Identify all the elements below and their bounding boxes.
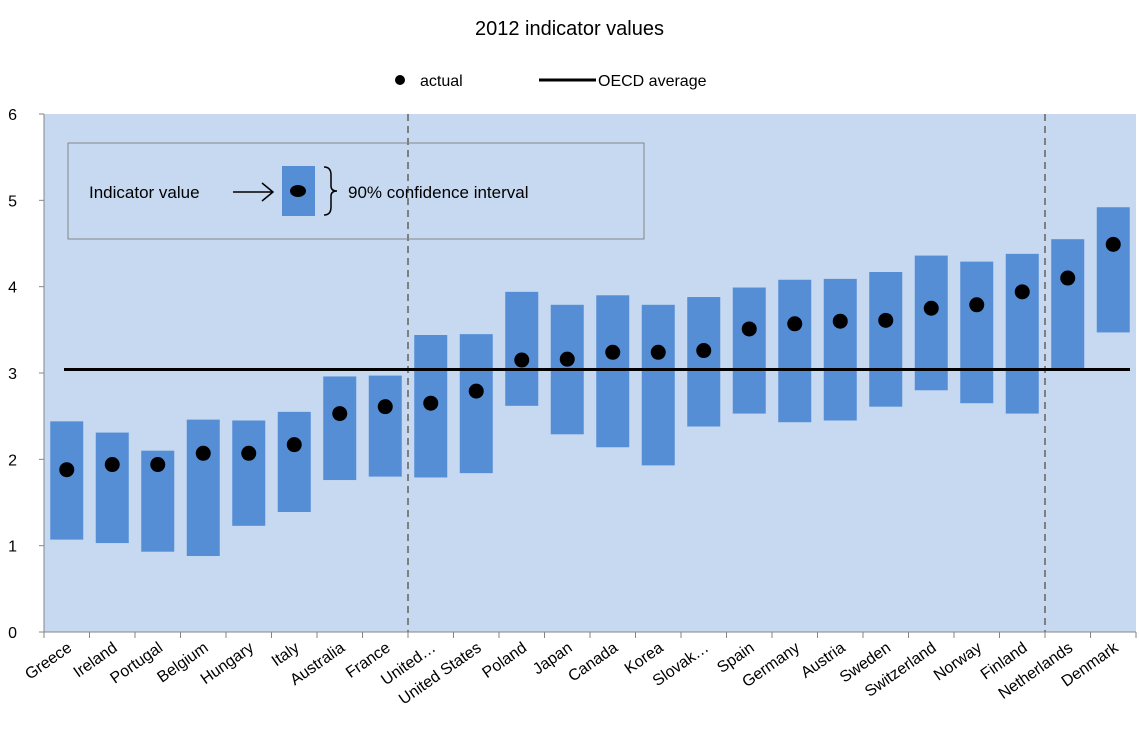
actual-marker (104, 457, 120, 473)
x-tick-label: Portugal (107, 639, 166, 687)
actual-marker (332, 406, 348, 422)
actual-marker (741, 321, 757, 337)
actual-marker (923, 300, 939, 316)
interval-bar (687, 297, 721, 427)
x-tick-label: Italy (269, 639, 303, 670)
interval-bar (732, 287, 766, 414)
actual-marker (195, 445, 211, 461)
actual-marker (241, 445, 257, 461)
actual-marker (969, 297, 985, 313)
group-dividers (407, 114, 1046, 632)
x-tick-label: Norway (931, 639, 985, 684)
interval-bar (641, 304, 675, 466)
actual-marker (286, 437, 302, 453)
y-tick-label: 5 (8, 193, 17, 210)
explainer-box (67, 142, 645, 240)
actual-marker (878, 312, 894, 328)
x-tick-label: Canada (565, 639, 621, 685)
y-tick-label: 3 (8, 366, 17, 383)
interval-bar (960, 261, 994, 404)
actual-marker (59, 462, 75, 478)
actual-marker (423, 395, 439, 411)
interval-bar (459, 334, 493, 474)
actual-marker (650, 344, 666, 360)
legend-average-label: OECD average (598, 73, 707, 90)
actual-marker (1060, 270, 1076, 286)
legend-actual-label: actual (420, 73, 463, 90)
explainer-marker (290, 185, 306, 197)
x-tick-label: Greece (22, 639, 75, 683)
x-tick-label: Poland (479, 639, 530, 682)
interval-bar (232, 420, 266, 526)
chart-title: 2012 indicator values (474, 18, 664, 40)
y-tick-label: 0 (8, 625, 17, 642)
actual-marker (832, 313, 848, 329)
interval-bar (368, 375, 402, 477)
interval-bar (1096, 207, 1130, 333)
interval-bars (50, 207, 1130, 557)
interval-bar (505, 291, 539, 406)
actual-markers (59, 236, 1121, 478)
interval-bar (823, 278, 857, 421)
interval-bar (50, 421, 84, 540)
interval-explainer: Indicator value 90% confidence interval (67, 142, 645, 240)
interval-bar (323, 376, 357, 481)
actual-marker (514, 352, 530, 368)
interval-bar (95, 432, 129, 544)
actual-marker (468, 383, 484, 399)
actual-marker (377, 399, 393, 415)
actual-marker (787, 316, 803, 332)
arrow-right-icon (233, 182, 275, 202)
y-tick-label: 2 (8, 452, 17, 469)
interval-bar (778, 279, 812, 423)
actual-marker (150, 457, 166, 473)
interval-bar (869, 271, 903, 407)
plot-area (44, 114, 1136, 632)
interval-bar (277, 411, 311, 512)
y-tick-label: 1 (8, 539, 17, 556)
interval-bar (1051, 239, 1085, 370)
interval-bar (596, 295, 630, 448)
actual-marker (696, 343, 712, 359)
interval-bar (1005, 253, 1039, 414)
right-brace-icon (323, 166, 338, 216)
interval-bar (186, 419, 220, 557)
interval-bar (914, 255, 948, 391)
legend: actual OECD average (395, 73, 707, 90)
actual-marker (605, 344, 621, 360)
y-tick-label: 4 (8, 280, 17, 297)
confidence-interval-label: 90% confidence interval (348, 183, 529, 202)
actual-marker (559, 351, 575, 367)
actual-marker (1014, 284, 1030, 300)
legend-actual-marker (395, 75, 405, 85)
y-tick-label: 6 (8, 107, 17, 124)
indicator-value-label: Indicator value (89, 183, 200, 202)
actual-marker (1105, 236, 1121, 252)
